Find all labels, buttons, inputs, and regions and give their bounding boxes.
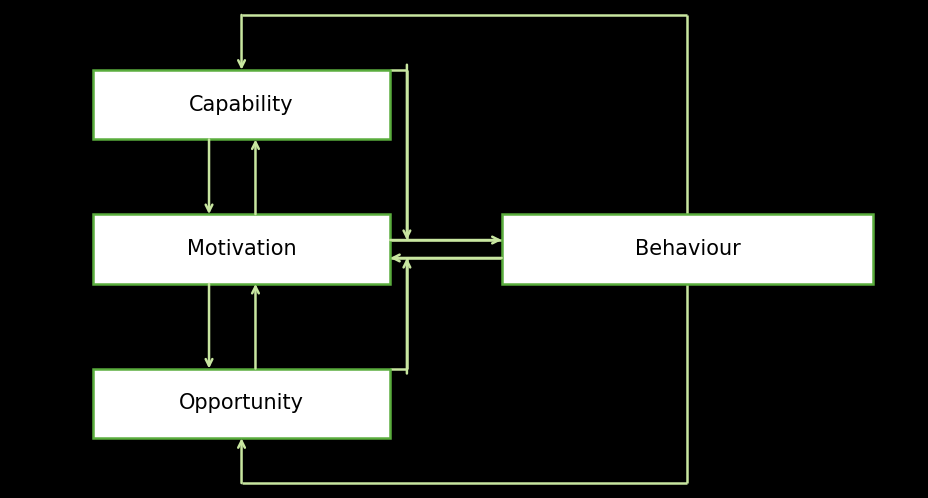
- FancyBboxPatch shape: [93, 214, 390, 284]
- FancyBboxPatch shape: [501, 214, 872, 284]
- FancyBboxPatch shape: [93, 369, 390, 438]
- FancyBboxPatch shape: [93, 70, 390, 139]
- Text: Motivation: Motivation: [187, 239, 296, 259]
- Text: Behaviour: Behaviour: [634, 239, 740, 259]
- Text: Opportunity: Opportunity: [179, 393, 303, 413]
- Text: Capability: Capability: [189, 95, 293, 115]
